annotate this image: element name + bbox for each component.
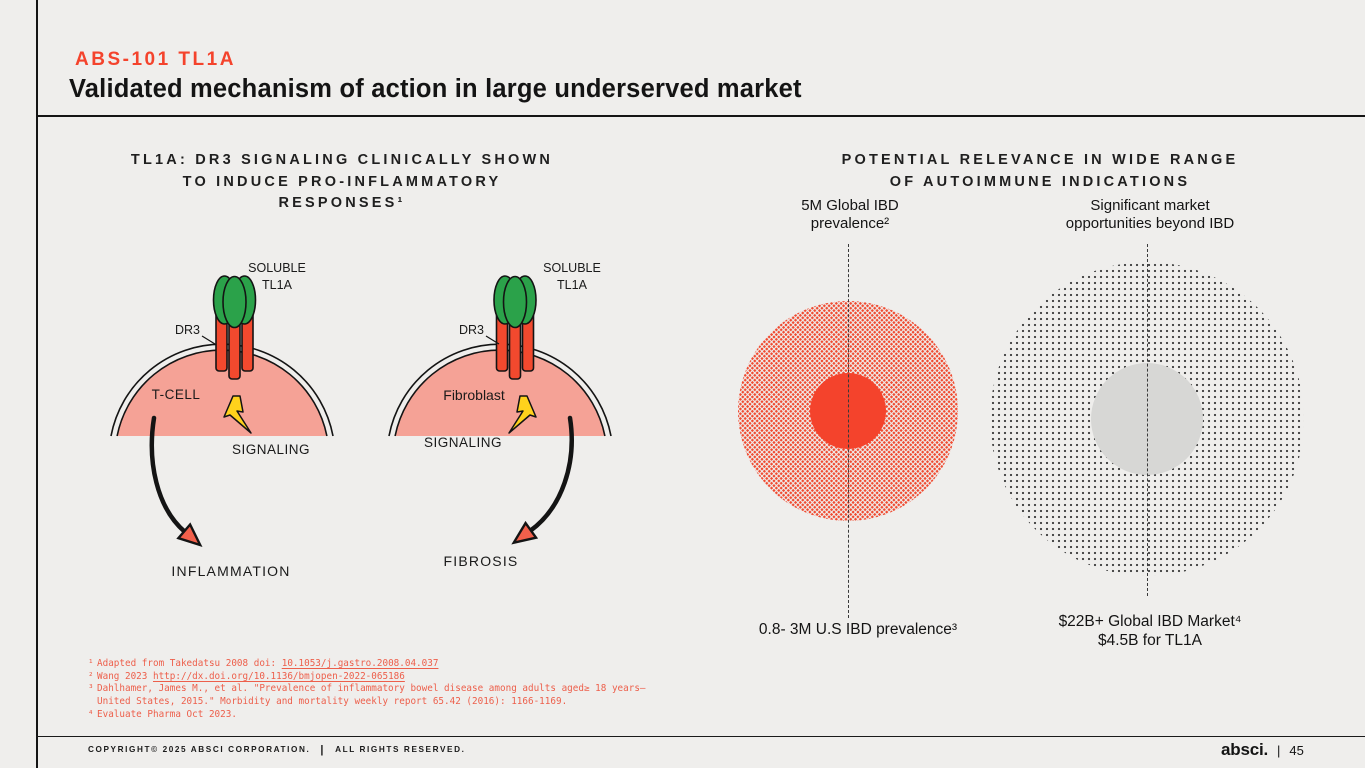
left-panel-title: TL1A: DR3 SIGNALING CLINICALLY SHOWN TO … xyxy=(92,150,592,215)
footnote-2: ² Wang 2023 http://dx.doi.org/10.1136/bmj… xyxy=(88,671,646,684)
footnote-1: ¹ Adapted from Takedatsu 2008 doi: 10.105… xyxy=(88,658,646,671)
dr3-pointer-line xyxy=(485,335,500,345)
fibroblast-body xyxy=(395,350,605,436)
beyond-stat-label: $22B+ Global IBD Market⁴ $4.5B for TL1A xyxy=(1018,612,1282,650)
soluble-tl1a-label-line2: TL1A xyxy=(557,278,588,292)
page-separator: | xyxy=(1277,743,1281,758)
footnote-marker: ⁴ xyxy=(88,708,94,720)
copyright-text: COPYRIGHT© 2025 ABSCI CORPORATION. xyxy=(88,745,311,754)
brand-block: absci. | 45 xyxy=(1221,740,1304,760)
right-panel-title-line1: POTENTIAL RELEVANCE IN WIDE RANGE xyxy=(841,152,1239,168)
soluble-tl1a-label-line2: TL1A xyxy=(262,278,293,292)
soluble-tl1a-label-line1: SOLUBLE xyxy=(248,261,306,275)
outcome-label: INFLAMMATION xyxy=(171,563,290,579)
inflammation-arrow-icon xyxy=(149,415,185,532)
slide-title: Validated mechanism of action in large u… xyxy=(69,75,802,103)
fibrosis-arrow-icon xyxy=(530,415,574,531)
footnote-link[interactable]: http://dx.doi.org/10.1136/bmjopen-2022-0… xyxy=(152,670,405,682)
t-cell-diagram: SOLUBLE TL1A DR3 T-CELL SIGNALING INFLAM… xyxy=(110,261,334,579)
footnotes: ¹ Adapted from Takedatsu 2008 doi: 10.105… xyxy=(88,658,646,722)
rights-text: ALL RIGHTS RESERVED. xyxy=(335,745,466,754)
cell-name-label: T-CELL xyxy=(152,387,201,402)
left-panel-title-line1: TL1A: DR3 SIGNALING CLINICALLY SHOWN xyxy=(130,152,554,168)
ibd-prevalence-label-line2: prevalence² xyxy=(810,215,890,232)
beyond-ibd-label-line1: Significant market xyxy=(1090,197,1210,214)
copyright-notice: COPYRIGHT© 2025 ABSCI CORPORATION. | ALL R… xyxy=(88,744,466,756)
outcome-label: FIBROSIS xyxy=(444,553,519,569)
left-panel-title-line3: RESPONSES¹ xyxy=(278,195,406,211)
dr3-label: DR3 xyxy=(175,323,200,337)
footnote-text: Adapted from Takedatsu 2008 doi: xyxy=(97,658,282,669)
signaling-label: SIGNALING xyxy=(232,442,310,457)
dr3-label: DR3 xyxy=(459,323,484,337)
footnote-4: ⁴ Evaluate Pharma Oct 2023. xyxy=(88,709,646,722)
tl1a-trimer-icon xyxy=(493,275,537,329)
dr3-pointer-line xyxy=(201,335,216,345)
footnote-marker: ³ xyxy=(88,683,94,695)
right-panel-title: POTENTIAL RELEVANCE IN WIDE RANGE OF AUT… xyxy=(760,150,1320,193)
left-panel-title-line2: TO INDUCE PRO-INFLAMMATORY xyxy=(182,173,502,190)
footnote-marker: ² xyxy=(88,670,94,682)
ibd-prevalence-label: 5M Global IBD prevalence² xyxy=(770,197,930,233)
footnote-marker: ¹ xyxy=(88,658,94,669)
tl1a-trimer-icon xyxy=(212,275,257,329)
beyond-ibd-label-line2: opportunities beyond IBD xyxy=(1065,215,1235,232)
ibd-stat-label: 0.8- 3M U.S IBD prevalence³ xyxy=(758,621,958,638)
footnote-3: ³ Dahlhamer, James M., et al. "Prevalence… xyxy=(88,683,646,696)
t-cell-body xyxy=(117,350,327,436)
beyond-axis-dashed-line xyxy=(1147,244,1148,596)
beyond-stat-line1: $22B+ Global IBD Market⁴ xyxy=(1058,613,1242,630)
footer-pipe: | xyxy=(320,744,326,756)
ibd-axis-dashed-line xyxy=(848,244,849,618)
footnote-link[interactable]: 10.1053/j.gastro.2008.04.037 xyxy=(281,658,439,669)
footer-divider-rule xyxy=(36,736,1365,737)
cell-name-label: Fibroblast xyxy=(443,387,505,403)
slide-eyebrow: ABS-101 TL1A xyxy=(75,49,236,70)
signaling-bolt-icon xyxy=(508,395,537,434)
fibroblast-diagram: SOLUBLE TL1A DR3 Fibroblast SIGNALING FI… xyxy=(388,261,612,569)
footnote-3-continued: United States, 2015." Morbidity and mort… xyxy=(88,696,646,709)
left-border-rule xyxy=(36,0,38,768)
beyond-ibd-label: Significant market opportunities beyond … xyxy=(1020,197,1280,233)
footnote-text: Dahlhamer, James M., et al. "Prevalence … xyxy=(97,683,646,695)
footnote-text: Evaluate Pharma Oct 2023. xyxy=(97,708,237,720)
soluble-tl1a-label-line1: SOLUBLE xyxy=(543,261,601,275)
beyond-stat-line2: $4.5B for TL1A xyxy=(1098,632,1202,649)
signaling-bolt-icon xyxy=(223,395,252,434)
footnote-text: United States, 2015." Morbidity and mort… xyxy=(97,696,568,708)
signaling-label: SIGNALING xyxy=(424,435,502,450)
page-number: 45 xyxy=(1289,743,1304,758)
footnote-text: Wang 2023 xyxy=(97,670,153,682)
right-panel-title-line2: OF AUTOIMMUNE INDICATIONS xyxy=(889,173,1191,190)
header-divider-rule xyxy=(36,115,1365,117)
ibd-prevalence-label-line1: 5M Global IBD xyxy=(801,197,899,214)
absci-logo: absci. xyxy=(1221,740,1268,759)
